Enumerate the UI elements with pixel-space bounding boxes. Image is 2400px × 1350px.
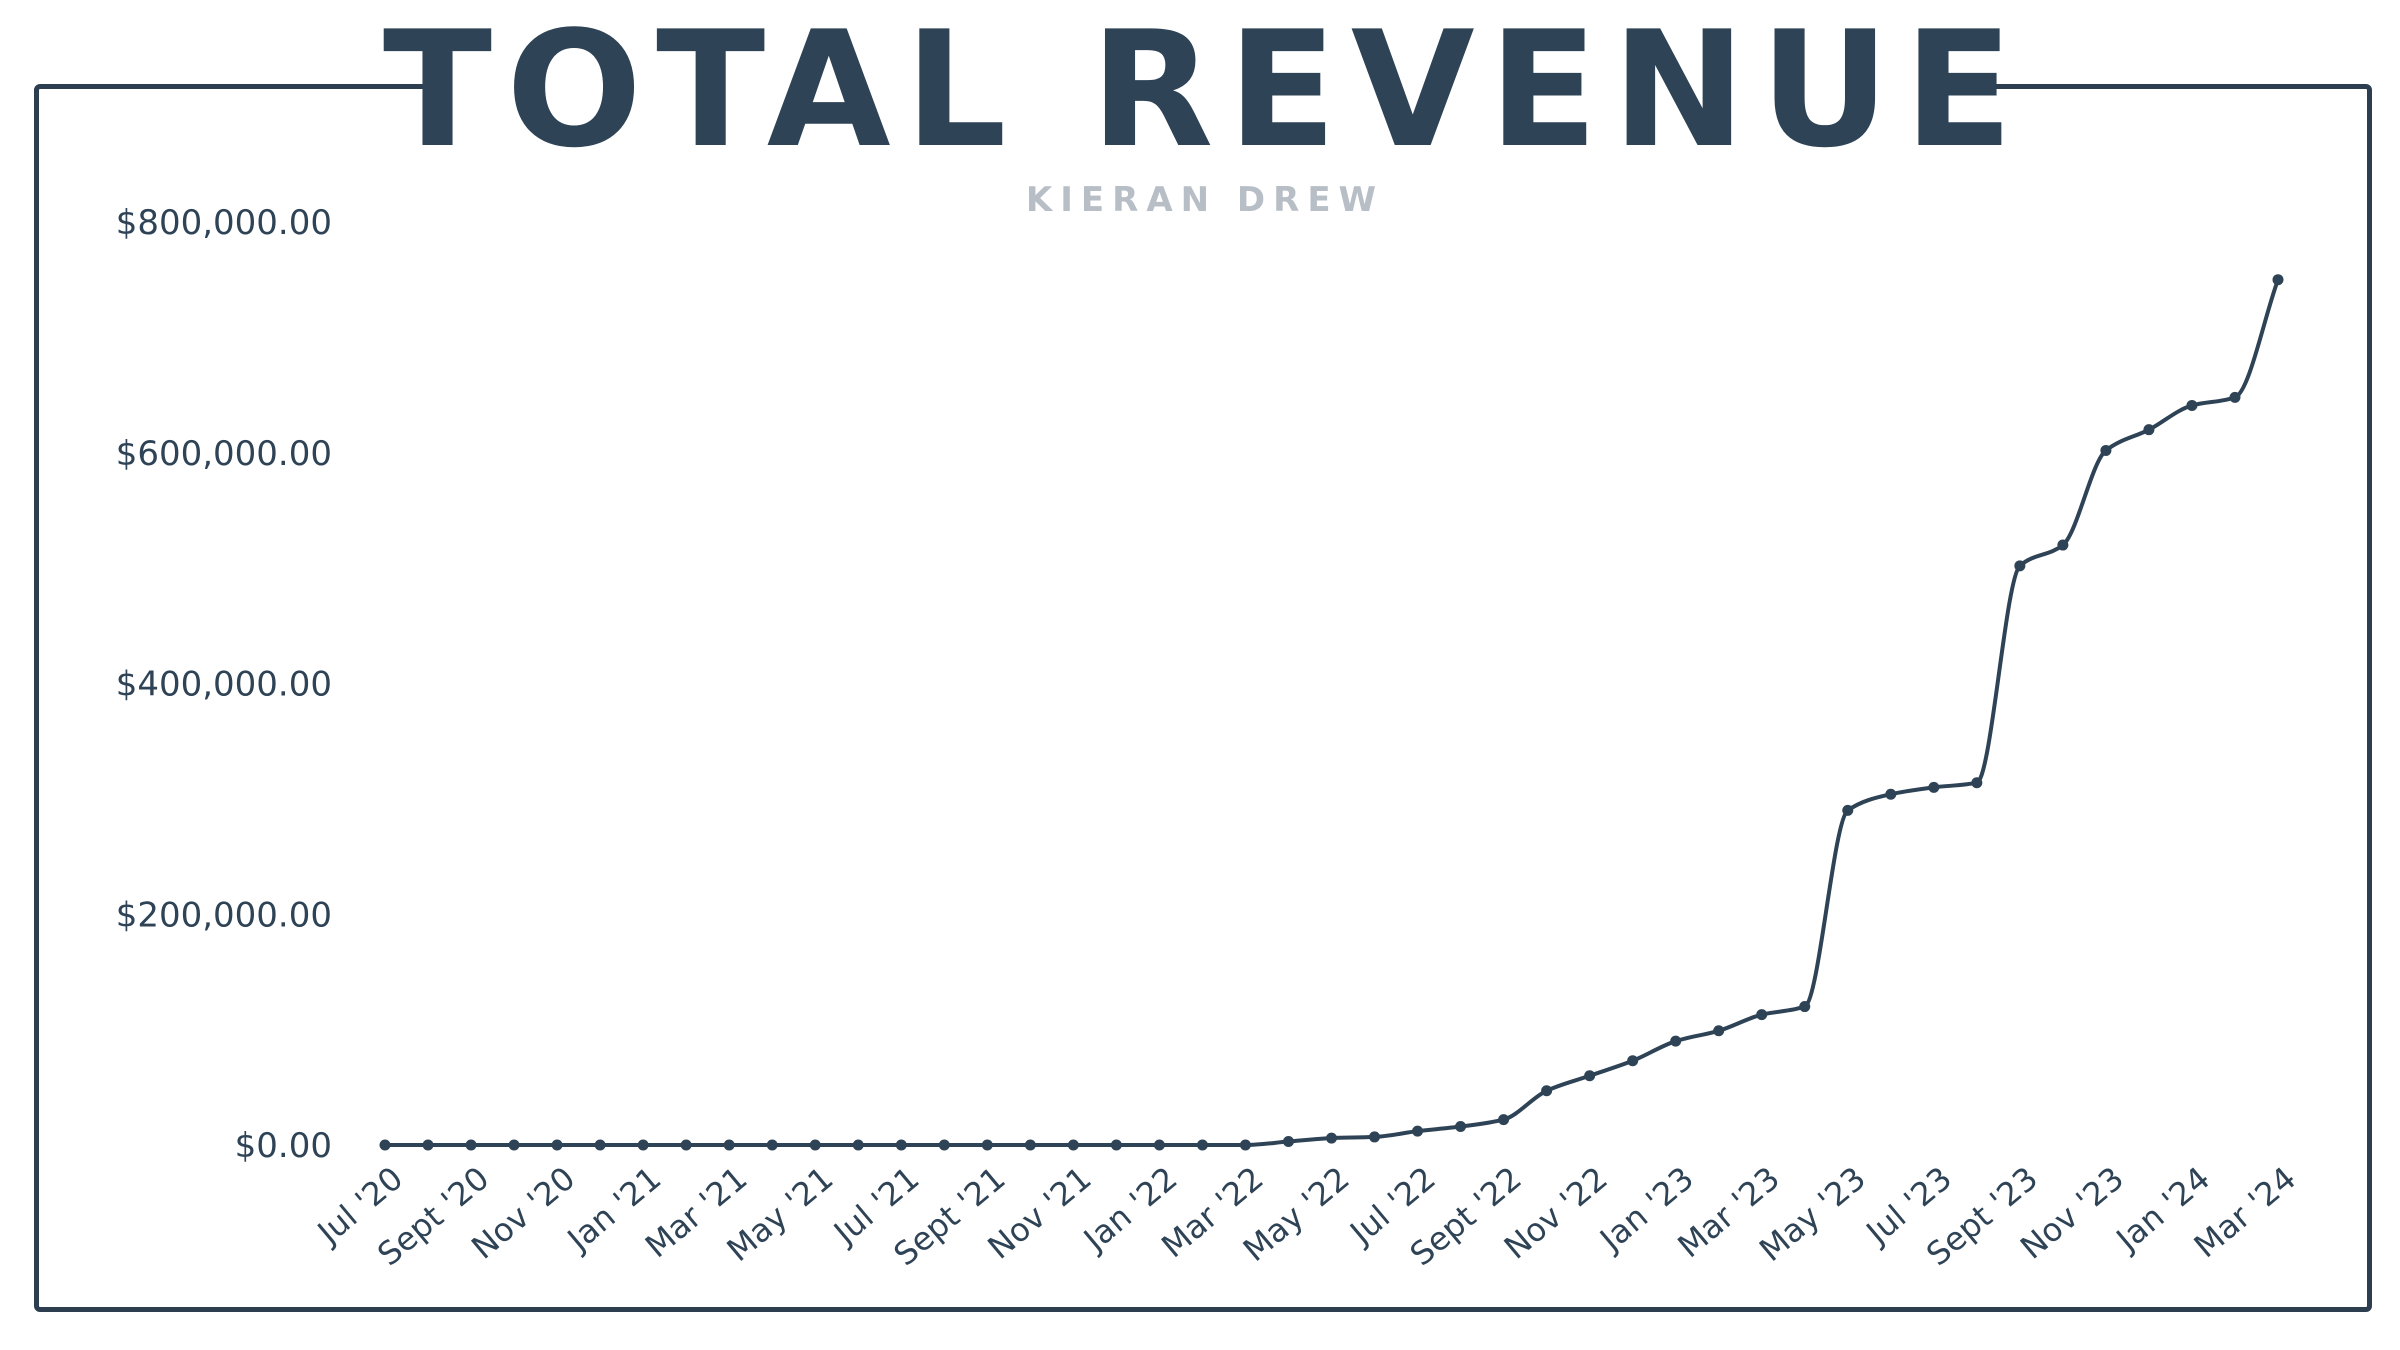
data-point [1239,1139,1251,1151]
data-point [1713,1025,1725,1037]
data-point [551,1139,563,1151]
y-tick-label: $600,000.00 [116,434,332,474]
data-point [852,1139,864,1151]
data-point [766,1139,778,1151]
data-point [1196,1139,1208,1151]
data-point [508,1139,520,1151]
data-point [1110,1139,1122,1151]
data-point [2186,399,2198,411]
data-point [1756,1009,1768,1021]
y-tick-label: $400,000.00 [116,665,332,705]
series-line [385,279,2280,1147]
data-point [1627,1055,1639,1067]
data-point [1412,1125,1424,1137]
data-point [680,1139,692,1151]
data-point [1498,1114,1510,1126]
data-point [1282,1136,1294,1148]
data-point [1326,1132,1337,1144]
data-point [809,1139,821,1151]
data-point [723,1139,735,1151]
data-point [1928,781,1940,793]
data-point [422,1139,434,1151]
data-point [2272,274,2284,286]
data-point [2014,560,2026,572]
chart-title: TOTAL REVENUE [382,0,2028,183]
chart-subtitle: KIERAN DREW [1025,180,1385,220]
data-point [1971,777,1983,789]
data-point [2057,539,2069,551]
data-point [1455,1121,1467,1133]
data-point [1799,1001,1811,1013]
data-point [2100,444,2112,456]
data-point [938,1139,950,1151]
series-group [379,274,2284,1151]
y-tick-label: $200,000.00 [116,895,332,935]
data-point [1842,804,1854,816]
data-point [1067,1139,1079,1151]
data-point [1024,1139,1036,1151]
data-point [465,1139,477,1151]
data-point [1584,1070,1596,1082]
y-tick-label: $800,000.00 [116,203,332,243]
data-point [981,1139,993,1151]
data-point [2143,424,2155,436]
data-point [1670,1035,1682,1047]
data-point [1153,1139,1165,1151]
title-backdrop [430,60,1980,120]
data-point [1541,1085,1553,1097]
data-point [1885,788,1897,800]
data-point [1369,1131,1381,1143]
data-point [637,1139,649,1151]
data-point [379,1139,391,1151]
y-axis-tick-labels: $0.00 $200,000.00 $400,000.00 $600,000.00 $8… [116,203,332,1166]
data-point [895,1139,907,1151]
data-point [594,1139,606,1151]
y-tick-label: $0.00 [235,1126,332,1166]
data-point [2229,391,2241,403]
